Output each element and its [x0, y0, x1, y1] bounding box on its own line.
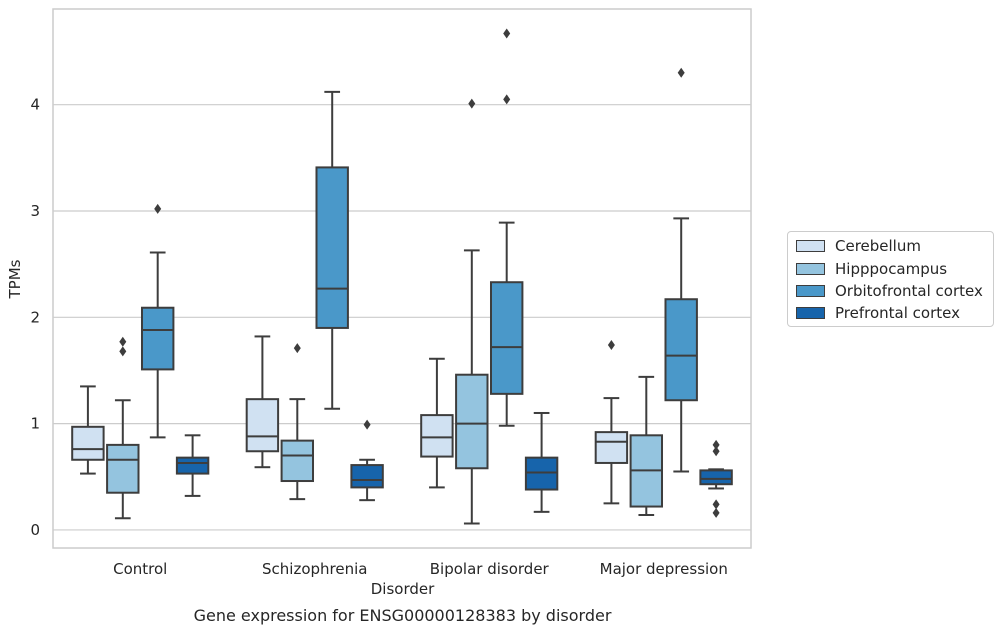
y-tick-label: 1 [30, 415, 40, 433]
box [350, 464, 384, 489]
y-tick-label: 4 [30, 96, 40, 114]
outlier-point [503, 94, 511, 105]
box [175, 456, 210, 475]
x-tick-label: Bipolar disorder [430, 560, 550, 578]
box [489, 281, 524, 395]
y-tick-label: 2 [30, 308, 40, 326]
box [140, 306, 175, 371]
legend-label: Cerebellum [835, 237, 921, 255]
outlier-point [363, 419, 371, 430]
legend-swatch [796, 240, 825, 252]
outlier-point [293, 343, 301, 354]
outlier-point [712, 446, 720, 457]
outlier-point [607, 339, 615, 350]
outlier-point [712, 499, 720, 510]
box [106, 443, 140, 494]
box [524, 456, 559, 491]
outlier-point [119, 336, 127, 347]
box [280, 439, 315, 483]
box [699, 469, 733, 486]
plot-frame [52, 8, 752, 549]
chart-caption: Gene expression for ENSG00000128383 by d… [193, 606, 612, 625]
y-tick-label: 3 [30, 202, 40, 220]
legend-label: Orbitofrontal cortex [835, 282, 983, 300]
outlier-point [503, 28, 511, 39]
outlier-point [712, 507, 720, 518]
x-axis-label: Disorder [370, 580, 435, 598]
x-tick-label: Schizophrenia [262, 560, 367, 578]
legend-label: Hipppocampus [835, 260, 948, 278]
legend-swatch [796, 307, 825, 319]
outlier-point [677, 67, 685, 78]
box [245, 398, 280, 453]
box [315, 166, 349, 329]
x-tick-label: Control [113, 560, 167, 578]
legend-item-hippocampus: Hipppocampus [796, 259, 947, 279]
y-axis-label: TPMs [6, 259, 24, 299]
box [455, 373, 489, 470]
x-tick-label: Major depression [600, 560, 728, 578]
y-tick-label: 0 [30, 521, 40, 539]
legend-item-prefrontal: Prefrontal cortex [796, 303, 960, 323]
outlier-point [119, 346, 127, 357]
legend-label: Prefrontal cortex [835, 304, 960, 322]
box [420, 414, 454, 458]
outlier-point [154, 203, 162, 214]
legend: Cerebellum Hipppocampus Orbitofrontal co… [787, 231, 994, 327]
outlier-point [468, 98, 476, 109]
box [664, 298, 698, 402]
box [594, 431, 629, 464]
legend-swatch [796, 263, 825, 275]
legend-item-cerebellum: Cerebellum [796, 236, 921, 256]
outlier-point [712, 439, 720, 450]
legend-item-orbitofrontal: Orbitofrontal cortex [796, 281, 983, 301]
legend-swatch [796, 285, 825, 297]
box [71, 425, 105, 461]
